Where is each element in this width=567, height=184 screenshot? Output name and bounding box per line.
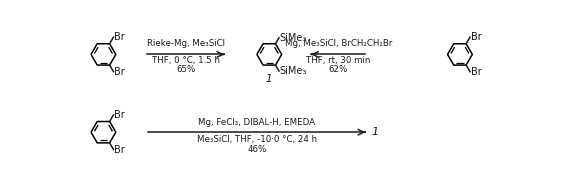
Text: 62%: 62% [329, 65, 348, 74]
Text: THF, rt, 30 min: THF, rt, 30 min [306, 56, 370, 65]
Text: Br: Br [115, 32, 125, 42]
Text: Br: Br [471, 32, 481, 42]
Text: Br: Br [115, 144, 125, 155]
Text: Br: Br [115, 67, 125, 77]
Text: Br: Br [471, 67, 481, 77]
Text: 46%: 46% [247, 145, 266, 154]
Text: 65%: 65% [176, 65, 195, 74]
Text: SiMe₃: SiMe₃ [280, 66, 307, 76]
Text: Br: Br [115, 110, 125, 120]
Text: 1: 1 [266, 75, 273, 84]
Text: Rieke-Mg, Me₃SiCl: Rieke-Mg, Me₃SiCl [147, 39, 225, 48]
Text: Mg, FeCl₃, DIBAL-H, EMEDA: Mg, FeCl₃, DIBAL-H, EMEDA [198, 118, 315, 127]
Text: THF, 0 °C, 1.5 h: THF, 0 °C, 1.5 h [151, 56, 219, 65]
Text: Me₃SiCl, THF, -10‧0 °C, 24 h: Me₃SiCl, THF, -10‧0 °C, 24 h [197, 135, 317, 144]
Text: SiMe₃: SiMe₃ [280, 33, 307, 43]
Text: Mg, Me₃SiCl, BrCH₂CH₂Br: Mg, Me₃SiCl, BrCH₂CH₂Br [285, 39, 392, 48]
Text: 1: 1 [371, 127, 379, 137]
